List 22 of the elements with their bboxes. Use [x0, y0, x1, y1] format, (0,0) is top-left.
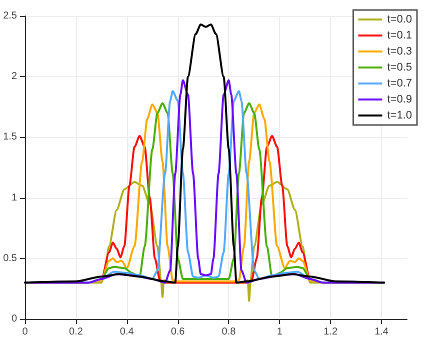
y-tick-label: 2.5: [3, 10, 18, 22]
legend-label: t=0.1: [387, 30, 412, 42]
y-tick-label: 0: [11, 314, 18, 324]
legend-label: t=1.0: [387, 110, 412, 122]
y-tick-label: 1: [11, 192, 18, 204]
y-tick-label: 2: [11, 71, 18, 82]
x-tick-label: 1: [276, 326, 283, 338]
legend-label: t=0.0: [387, 14, 412, 26]
legend-label: t=0.3: [387, 46, 412, 58]
legend-label: t=0.7: [387, 78, 412, 90]
x-tick-label: 0.6: [170, 326, 186, 338]
line-series: [24, 23, 386, 284]
legend-label: t=0.5: [387, 62, 412, 74]
x-tick-label: 0.8: [222, 326, 236, 338]
x-tick-label: 1.4: [374, 326, 389, 338]
x-tick-label: 0: [22, 326, 28, 338]
legend-label: t=0.9: [387, 94, 412, 106]
x-tick-label: 0.2: [68, 326, 84, 338]
y-tick-label: 1.5: [3, 132, 18, 143]
x-tick-label: 0.4: [120, 326, 134, 338]
x-tick-label: 1.2: [324, 326, 338, 338]
y-tick-label: 0.5: [3, 252, 18, 264]
